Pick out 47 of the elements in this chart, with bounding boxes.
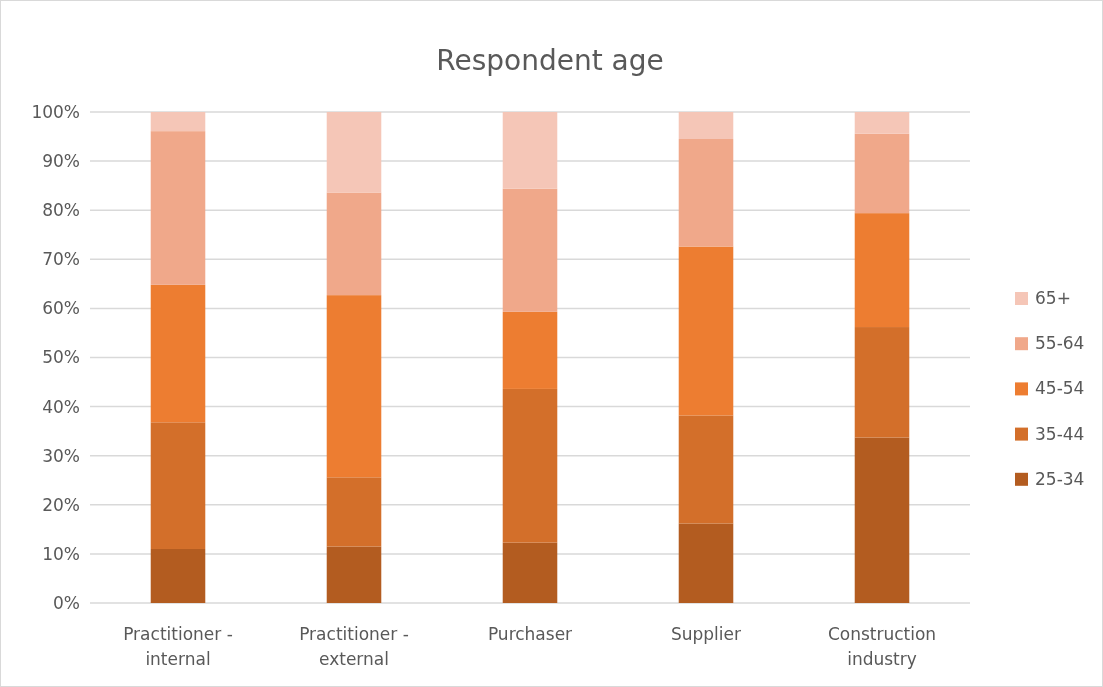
bar bbox=[678, 112, 734, 140]
bar bbox=[326, 192, 382, 296]
bar bbox=[678, 415, 734, 524]
x-tick-label: Construction industry bbox=[827, 624, 937, 669]
bar bbox=[854, 327, 910, 438]
y-tick-label: 70% bbox=[42, 249, 80, 270]
bar bbox=[678, 523, 734, 603]
bar bbox=[854, 133, 910, 214]
legend-label: 65+ bbox=[1035, 287, 1071, 308]
x-tick-label: Practitioner - internal bbox=[123, 624, 233, 669]
y-tick-label: 30% bbox=[42, 445, 80, 466]
bar bbox=[150, 422, 206, 549]
y-tick-label: 20% bbox=[42, 494, 80, 515]
legend-label: 45-54 bbox=[1035, 378, 1085, 399]
bar bbox=[326, 295, 382, 478]
y-tick-label: 80% bbox=[42, 200, 80, 221]
bar bbox=[502, 388, 558, 543]
bar bbox=[326, 477, 382, 547]
y-tick-label: 50% bbox=[42, 347, 80, 368]
x-tick-label: Practitioner - external bbox=[299, 624, 409, 669]
bar bbox=[150, 284, 206, 423]
y-tick-label: 100% bbox=[31, 101, 80, 122]
legend-label: 55-64 bbox=[1035, 333, 1085, 354]
y-tick-label: 0% bbox=[53, 592, 80, 613]
y-tick-label: 60% bbox=[42, 298, 80, 319]
bar bbox=[326, 546, 382, 603]
bar bbox=[502, 112, 558, 189]
bar bbox=[502, 311, 558, 389]
bar bbox=[502, 542, 558, 603]
bar bbox=[150, 548, 206, 603]
y-tick-label: 10% bbox=[42, 543, 80, 564]
bar bbox=[326, 112, 382, 193]
legend-label: 25-34 bbox=[1035, 468, 1085, 489]
y-tick-label: 40% bbox=[42, 396, 80, 417]
y-tick-label: 90% bbox=[42, 151, 80, 172]
bar bbox=[502, 188, 558, 312]
bar bbox=[150, 112, 206, 132]
x-tick-label: Purchaser bbox=[487, 624, 573, 644]
chart-title: Respondent age bbox=[436, 44, 664, 77]
bar bbox=[150, 131, 206, 285]
x-tick-label: Supplier bbox=[670, 624, 742, 644]
bar bbox=[854, 213, 910, 328]
bar bbox=[854, 112, 910, 134]
bar bbox=[678, 246, 734, 416]
bar bbox=[678, 139, 734, 247]
legend-label: 35-44 bbox=[1035, 423, 1085, 444]
bar bbox=[854, 437, 910, 603]
